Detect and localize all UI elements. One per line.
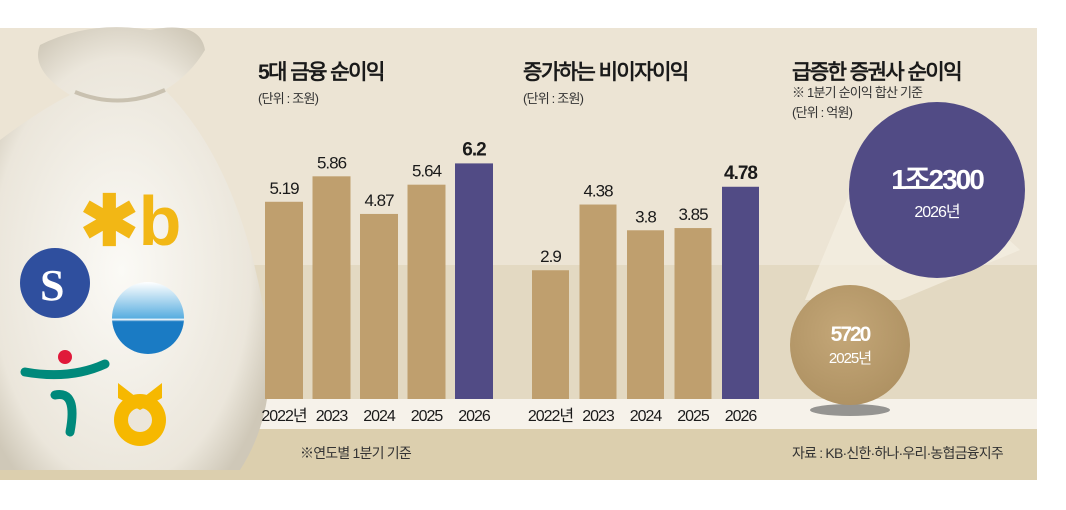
money-bag-illustration: ✱b S (0, 27, 270, 471)
bar-1-2023 (312, 176, 351, 399)
footnote: ※연도별 1분기 기준 (300, 445, 412, 461)
bar-2-2023 (579, 204, 617, 399)
bar-value-label: 3.8 (635, 207, 656, 226)
bar-2-2026 (722, 186, 759, 399)
x-tick-label: 2024 (630, 408, 663, 425)
hana-logo (58, 350, 72, 364)
bar-1-2022년 (265, 201, 303, 399)
bar-value-label: 4.38 (583, 182, 613, 201)
bar-2-2024 (627, 230, 664, 399)
chart2-unit: (단위 : 조원) (523, 91, 584, 106)
bar-value-label: 2.9 (540, 247, 561, 266)
x-tick-label: 2024 (363, 408, 396, 425)
bar-2-2025 (674, 228, 712, 399)
chart1-unit: (단위 : 조원) (258, 91, 319, 106)
bar-value-label: 5.19 (269, 179, 299, 198)
x-tick-label: 2026 (458, 408, 491, 425)
nonghyup-logo (114, 383, 166, 446)
woori-logo (112, 282, 184, 354)
x-tick-label: 2023 (582, 408, 615, 425)
bar-value-label: 5.64 (412, 162, 442, 181)
x-tick-label: 2025 (411, 408, 444, 425)
chart2-title: 증가하는 비이자이익 (523, 61, 689, 84)
chart3-title: 급증한 증권사 순이익 (792, 61, 963, 84)
shinhan-logo (20, 248, 90, 318)
bubble-2026: 1조2300 2026년 (849, 102, 1025, 278)
x-tick-label: 2026 (725, 408, 758, 425)
x-tick-label: 2025 (677, 408, 710, 425)
bar-value-label: 5.86 (317, 153, 347, 172)
bubble-2025-value: 5720 (830, 322, 872, 346)
bubble-2026-value: 1조2300 (891, 164, 985, 195)
x-tick-label: 2022년 (528, 407, 574, 425)
bar-1-2024 (360, 213, 398, 399)
bar-1-2025 (407, 184, 446, 399)
bar-value-label: 6.2 (462, 139, 486, 160)
bar-value-label: 4.87 (364, 191, 394, 210)
bar-value-label: 3.85 (678, 205, 708, 224)
bar-value-label: 4.78 (724, 163, 757, 184)
kb-logo: ✱b (80, 182, 181, 260)
bubble-2025: 5720 2025년 (790, 285, 910, 405)
source-note: 자료 : KB·신한·하나·우리·농협금융지주 (792, 445, 1004, 461)
chart1-title: 5대 금융 순이익 (258, 61, 385, 84)
x-tick-label: 2023 (316, 408, 349, 425)
chart3-unit: (단위 : 억원) (792, 105, 853, 120)
bubble-shadow (810, 404, 890, 416)
bar-2-2022년 (532, 270, 569, 399)
bar-1-2026 (455, 163, 493, 399)
svg-text:S: S (40, 261, 64, 310)
bubble-2025-year: 2025년 (828, 349, 872, 367)
chart3-note: ※ 1분기 순이익 합산 기준 (792, 85, 923, 100)
x-tick-label: 2022년 (261, 407, 307, 425)
bubble-2026-year: 2026년 (914, 204, 960, 221)
